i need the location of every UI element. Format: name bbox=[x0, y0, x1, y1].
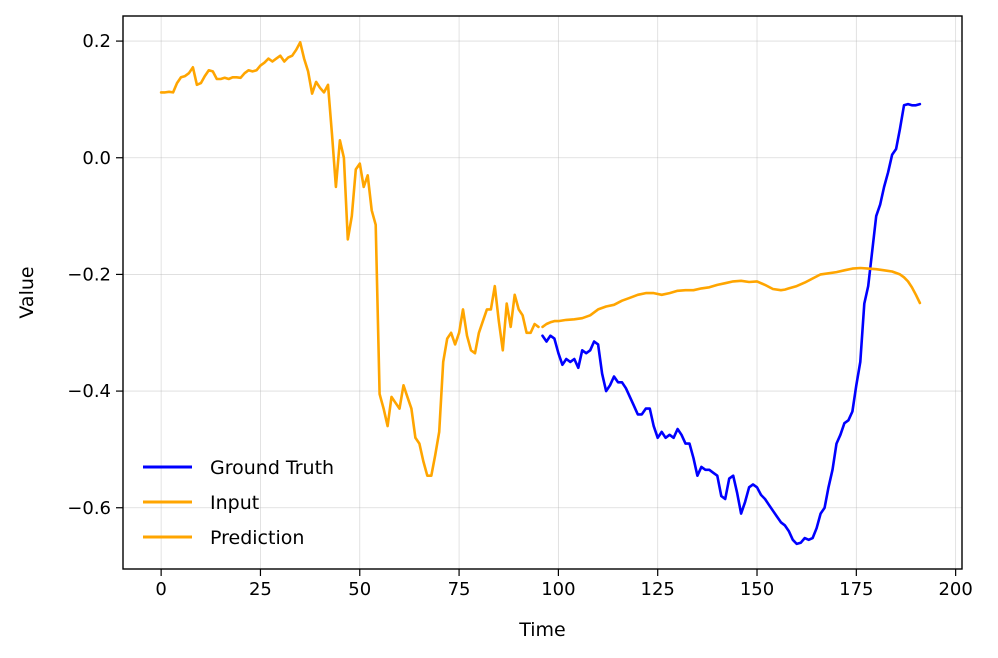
x-tick-label: 125 bbox=[641, 579, 675, 600]
y-tick-label: −0.6 bbox=[67, 498, 111, 519]
y-axis-ticks: 0.2 0.0 −0.2 −0.4 −0.6 bbox=[67, 31, 123, 519]
x-tick-label: 75 bbox=[448, 579, 471, 600]
series-line-ground-truth bbox=[541, 102, 922, 546]
y-tick-label: −0.2 bbox=[67, 264, 111, 285]
x-tick-label: 25 bbox=[249, 579, 272, 600]
legend-label-ground-truth: Ground Truth bbox=[210, 457, 334, 479]
x-tick-label: 175 bbox=[839, 579, 873, 600]
y-tick-label: 0.0 bbox=[82, 148, 111, 169]
x-tick-label: 0 bbox=[155, 579, 166, 600]
legend-label-prediction: Prediction bbox=[210, 527, 304, 549]
x-tick-label: 150 bbox=[740, 579, 774, 600]
x-tick-label: 100 bbox=[541, 579, 575, 600]
series-line-input bbox=[159, 40, 540, 478]
y-tick-label: 0.2 bbox=[82, 31, 111, 52]
x-axis-label: Time bbox=[518, 619, 566, 641]
x-axis-ticks: 0 25 50 75 100 125 150 175 200 bbox=[155, 569, 973, 600]
y-axis-label: Value bbox=[16, 266, 38, 318]
x-tick-label: 50 bbox=[348, 579, 371, 600]
plot-frame bbox=[122, 15, 963, 570]
grid-lines bbox=[123, 16, 962, 569]
x-tick-label: 200 bbox=[938, 579, 972, 600]
legend: Ground Truth Input Prediction bbox=[143, 457, 334, 549]
series-line-prediction bbox=[541, 266, 922, 329]
data-series bbox=[159, 40, 922, 546]
legend-label-input: Input bbox=[210, 492, 259, 514]
y-tick-label: −0.4 bbox=[67, 381, 111, 402]
